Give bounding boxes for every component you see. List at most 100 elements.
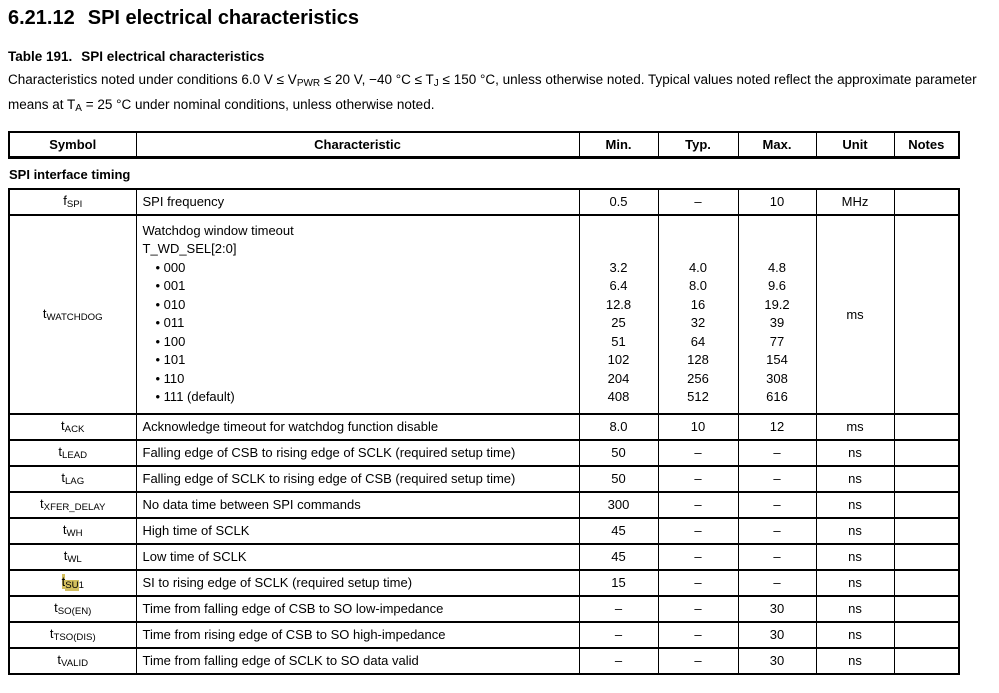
cell-line: 102 <box>607 352 630 368</box>
symbol-cell: tVALID <box>8 646 137 675</box>
cell-line: Watchdog window timeout <box>142 222 294 238</box>
subscript-text: J <box>433 78 439 90</box>
column-header-min: Min. <box>578 131 659 158</box>
max-cell: 12 <box>737 412 817 441</box>
cell-line <box>586 240 652 259</box>
text-segment: t <box>49 626 54 642</box>
table-group-header: SPI interface timing <box>9 166 131 182</box>
text-segment: f <box>63 193 67 209</box>
cell-line: 128 <box>687 352 709 368</box>
typ-cell: – <box>657 438 739 467</box>
table-row: tWATCHDOG Watchdog window timeout T_WD_SEL… <box>8 213 960 415</box>
characteristic-cell: Time from falling edge of SCLK to SO dat… <box>135 646 580 675</box>
cell-line: • 001 <box>155 278 186 294</box>
max-cell: – <box>737 464 817 493</box>
text-segment: t <box>40 496 44 512</box>
header-row: Symbol Characteristic Min. Typ. Max. Uni… <box>8 131 960 158</box>
cell-line: 32 <box>690 315 706 331</box>
cell-line: 408 <box>607 389 630 405</box>
subscript-text: LAG <box>64 476 85 488</box>
min-cell: 45 <box>578 542 659 571</box>
cell-line: 77 <box>769 333 785 349</box>
table-row: tWH High time of SCLK 45– – ns <box>8 516 960 545</box>
cell-line <box>665 222 732 241</box>
min-cell: 50 <box>578 464 659 493</box>
cell-line: 6.4 <box>609 278 628 294</box>
characteristic-cell: High time of SCLK <box>135 516 580 545</box>
notes-cell <box>893 594 960 623</box>
typ-cell: – <box>657 542 739 571</box>
characteristic-cell: Time from rising edge of CSB to SO high-… <box>135 620 580 649</box>
cell-line: • 101 <box>155 352 186 368</box>
text-segment: ≤ 20 V, −40 °C ≤ T <box>320 72 434 87</box>
max-cell: 10 <box>737 187 817 216</box>
max-cell: 30 <box>737 594 817 623</box>
cell-line: 3.2 <box>609 259 628 275</box>
spi-table-body: fSPI SPI frequency 0.5–10 MHz tWATCHDOG Watch… <box>8 187 960 675</box>
notes-cell <box>893 620 960 649</box>
typ-cell: – <box>657 490 739 519</box>
subscript-text: ACK <box>64 424 85 436</box>
symbol-cell: tWATCHDOG <box>8 213 137 415</box>
cell-line: 512 <box>687 389 709 405</box>
cell-line: • 110 <box>155 370 185 386</box>
characteristic-cell: SI to rising edge of SCLK (required setu… <box>135 568 580 597</box>
section-title: SPI electrical characteristics <box>87 7 360 29</box>
cell-line: 4.0 <box>688 259 708 275</box>
cell-line: • 100 <box>155 333 186 349</box>
table-row: tSO(EN) Time from falling edge of CSB to … <box>8 594 960 623</box>
min-cell: 8.0 <box>578 412 659 441</box>
table-row: tLAG Falling edge of SCLK to rising edge … <box>8 464 960 493</box>
table-caption: Table 191. SPI electrical characteristics <box>8 49 991 64</box>
min-cell: – <box>578 620 659 649</box>
text-segment: ≤ 150 °C, unless otherwise noted. Typica… <box>8 72 977 113</box>
cell-line: 25 <box>611 315 626 331</box>
cell-line: • 010 <box>155 296 186 312</box>
column-header-typ: Typ. <box>657 131 739 158</box>
notes-cell <box>893 438 960 467</box>
subscript-text: WATCHDOG <box>46 311 103 323</box>
min-cell: 300 <box>578 490 659 519</box>
characteristic-cell: Low time of SCLK <box>135 542 580 571</box>
unit-cell: ns <box>815 490 895 519</box>
unit-cell: ms <box>815 213 895 415</box>
max-cell: – <box>737 516 817 545</box>
unit-cell: ns <box>815 620 895 649</box>
highlighted-text: t <box>61 574 66 590</box>
text-segment: t <box>61 470 65 486</box>
cell-line <box>745 222 810 241</box>
cell-line: 8.0 <box>688 278 708 294</box>
table-caption-title: SPI electrical characteristics <box>81 49 265 64</box>
text-segment: t <box>42 305 47 321</box>
max-cell: 30 <box>737 620 817 649</box>
column-header-characteristic: Characteristic <box>135 131 580 158</box>
min-cell: 3.2 6.4 12.8 25 51 102 204 408 <box>578 213 659 415</box>
subscript-text: SPI <box>66 199 83 211</box>
symbol-cell: tWH <box>8 516 137 545</box>
subscript-text: PWR <box>296 78 321 90</box>
notes-cell <box>893 412 960 441</box>
notes-cell <box>893 187 960 216</box>
notes-cell <box>893 646 960 675</box>
characteristic-cell: Falling edge of CSB to rising edge of SC… <box>135 438 580 467</box>
table-row: tXFER_DELAY No data time between SPI comm… <box>8 490 960 519</box>
max-cell: 4.8 9.6 19.2 39 77 154 308 616 <box>737 213 817 415</box>
cell-line: 51 <box>611 333 626 349</box>
unit-cell: ms <box>815 412 895 441</box>
cell-line: 16 <box>690 296 706 312</box>
table-row: fSPI SPI frequency 0.5–10 MHz <box>8 187 960 216</box>
max-cell: – <box>737 438 817 467</box>
table-row: tLEAD Falling edge of CSB to rising edge … <box>8 438 960 467</box>
typ-cell: – <box>657 646 739 675</box>
symbol-cell: tSU1 <box>8 568 137 597</box>
cell-line: 9.6 <box>767 278 787 294</box>
highlighted-text: SU <box>65 580 79 592</box>
typ-cell: – <box>657 464 739 493</box>
typ-cell: 10 <box>657 412 739 441</box>
table-header: Symbol Characteristic Min. Typ. Max. Uni… <box>8 131 960 159</box>
subscript-text: SO(EN) <box>57 606 92 618</box>
section-number: 6.21.12 <box>8 7 75 29</box>
min-cell: 50 <box>578 438 659 467</box>
cell-line: 256 <box>687 370 709 386</box>
symbol-cell: fSPI <box>8 187 137 216</box>
